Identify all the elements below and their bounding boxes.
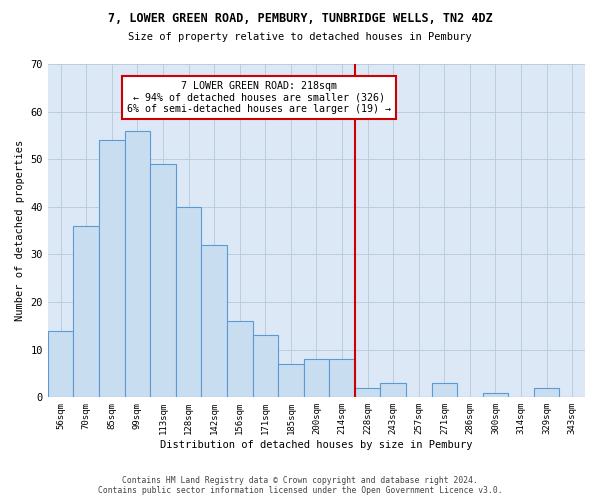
Bar (48, 330, 73, 398)
Text: Size of property relative to detached houses in Pembury: Size of property relative to detached ho… (128, 32, 472, 42)
Bar (99, 140, 125, 398)
Bar (150, 164, 176, 398)
Bar (482, 392, 508, 398)
Bar (380, 383, 406, 398)
Text: 7, LOWER GREEN ROAD, PEMBURY, TUNBRIDGE WELLS, TN2 4DZ: 7, LOWER GREEN ROAD, PEMBURY, TUNBRIDGE … (107, 12, 493, 26)
Bar (355, 388, 380, 398)
Text: Contains HM Land Registry data © Crown copyright and database right 2024.
Contai: Contains HM Land Registry data © Crown c… (98, 476, 502, 495)
Bar (304, 359, 329, 398)
X-axis label: Distribution of detached houses by size in Pembury: Distribution of detached houses by size … (160, 440, 473, 450)
Bar (253, 336, 278, 398)
Bar (329, 359, 355, 398)
Bar (278, 364, 304, 398)
Bar (73, 226, 99, 398)
Y-axis label: Number of detached properties: Number of detached properties (15, 140, 25, 322)
Bar (125, 130, 150, 398)
Bar (176, 207, 202, 398)
Bar (227, 321, 253, 398)
Bar (202, 245, 227, 398)
Text: 7 LOWER GREEN ROAD: 218sqm
← 94% of detached houses are smaller (326)
6% of semi: 7 LOWER GREEN ROAD: 218sqm ← 94% of deta… (127, 80, 391, 114)
Bar (431, 383, 457, 398)
Bar (534, 388, 559, 398)
